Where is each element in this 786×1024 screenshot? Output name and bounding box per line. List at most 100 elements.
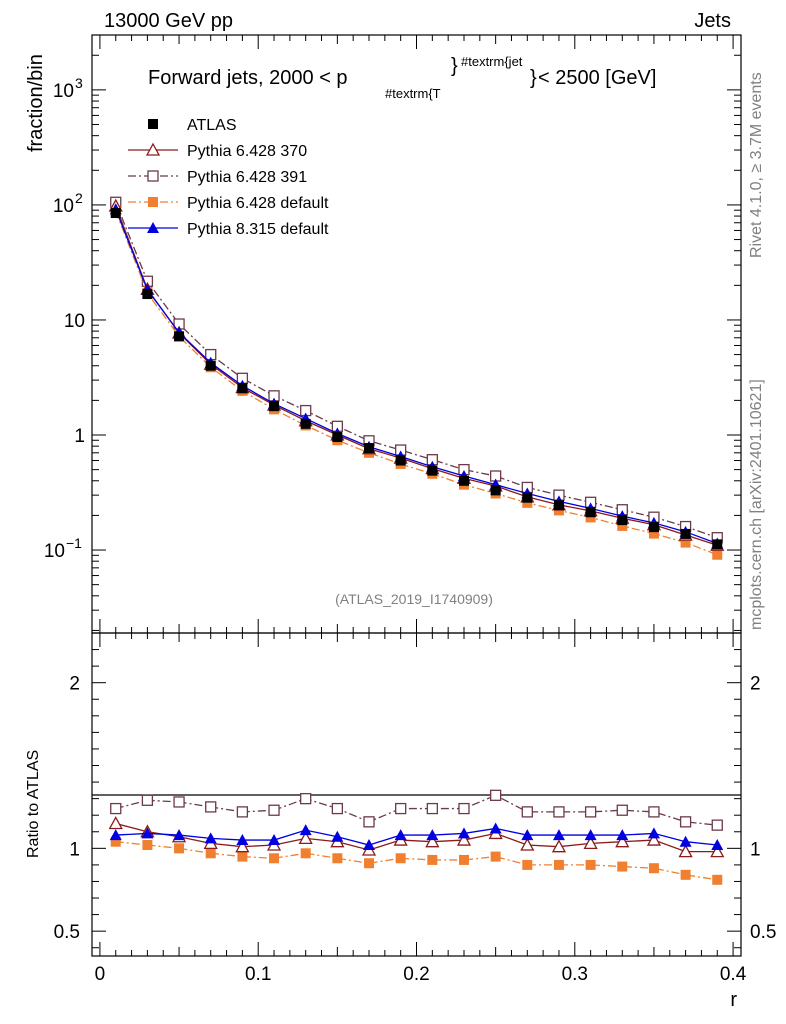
point-atlas — [712, 539, 723, 550]
ratio-point-pythia-6-428-370 — [646, 832, 662, 846]
ratio-point-pythia-8-315-default — [109, 829, 122, 841]
ratio-point-pythia-6-428-370 — [710, 844, 725, 858]
point-atlas — [490, 485, 501, 496]
point-atlas — [174, 331, 185, 342]
ratio-axis-title: Ratio to ATLAS — [25, 750, 42, 858]
legend-label-pythia-6-428-391: Pythia 6.428 391 — [187, 169, 307, 186]
ratio-point-pythia-8-315-default — [331, 830, 344, 842]
ratio-point-pythia-6-428-391 — [648, 806, 660, 818]
ratio-point-pythia-6-428-391 — [268, 804, 280, 816]
ratio-point-pythia-8-315-default — [426, 829, 439, 841]
ratio-point-pythia-8-315-default — [489, 822, 502, 834]
legend-marker-pythia-6-428-370 — [145, 142, 161, 156]
point-atlas — [648, 522, 659, 533]
ratio-point-pythia-6-428-391 — [711, 819, 723, 831]
legend-marker-pythia-6-428-default — [148, 197, 158, 207]
ratio-point-pythia-8-315-default — [679, 835, 692, 847]
ratio-point-pythia-8-315-default — [552, 829, 565, 841]
header-left-label: 13000 GeV pp — [104, 10, 233, 32]
ratio-point-pythia-6-428-default — [110, 836, 121, 847]
y-tick-label: 1 — [74, 426, 85, 447]
x-axis-title: r — [730, 989, 737, 1011]
point-atlas — [395, 455, 406, 466]
ratio-point-pythia-6-428-370 — [235, 839, 250, 853]
point-atlas — [269, 401, 280, 412]
title-sub: #textrm{T — [385, 86, 441, 101]
point-pythia-6-428-default — [617, 520, 628, 531]
ratio-point-pythia-6-428-default — [269, 853, 280, 864]
point-atlas — [585, 507, 596, 518]
title-brace: } — [451, 55, 458, 77]
ratio-tick-label-right: 2 — [750, 674, 761, 695]
point-atlas — [617, 515, 628, 526]
series-line-pythia-6-428-default — [115, 210, 718, 556]
ratio-point-pythia-6-428-391 — [584, 806, 597, 818]
ratio-point-pythia-8-315-default — [394, 829, 407, 841]
point-pythia-6-428-default — [680, 537, 691, 548]
ratio-point-pythia-6-428-391 — [236, 806, 249, 818]
point-atlas — [142, 289, 153, 300]
ratio-point-pythia-8-315-default — [457, 827, 470, 839]
ratio-point-pythia-6-428-391 — [300, 792, 312, 805]
x-tick-label: 0.4 — [720, 964, 747, 985]
ratio-point-pythia-6-428-default — [364, 858, 375, 869]
ratio-point-pythia-6-428-default — [553, 859, 564, 870]
legend-label-pythia-8-315-default: Pythia 8.315 default — [187, 221, 329, 238]
series-line-pythia-8-315-default — [115, 208, 718, 545]
ratio-point-pythia-6-428-default — [712, 874, 723, 885]
ratio-point-pythia-6-428-default — [648, 863, 659, 874]
point-atlas — [300, 418, 311, 429]
legend: ATLAS Pythia 6.428 370 Pythia 6.428 391 Pyt… — [128, 117, 329, 238]
ratio-point-pythia-6-428-default — [205, 848, 216, 859]
title-post: < 2500 [GeV] — [538, 67, 656, 89]
y-axis-title: fraction/bin — [25, 54, 47, 152]
y-tick-exponent: −1 — [66, 535, 82, 551]
ratio-tick-label-left: 1 — [69, 839, 80, 860]
point-atlas — [680, 528, 691, 539]
ratio-point-pythia-6-428-default — [174, 843, 185, 854]
ratio-point-pythia-6-428-default — [142, 840, 153, 851]
ratio-tick-label-left: 2 — [69, 674, 80, 695]
ratio-point-pythia-8-315-default — [711, 839, 724, 851]
header-right-label: Jets — [694, 10, 731, 32]
y-tick-label: 10 — [53, 81, 74, 102]
ratio-point-pythia-8-315-default — [173, 829, 186, 841]
y-tick-label: 10 — [44, 541, 65, 562]
ratio-point-pythia-6-428-default — [617, 861, 628, 872]
ratio-point-pythia-6-428-default — [680, 869, 691, 880]
ratio-point-pythia-8-315-default — [616, 829, 629, 841]
y-tick-label: 10 — [64, 311, 85, 332]
ratio-point-pythia-8-315-default — [141, 827, 154, 839]
ratio-point-pythia-6-428-391 — [426, 802, 438, 815]
ratio-tick-label-right: 0.5 — [750, 922, 776, 943]
y-tick-label: 10 — [53, 196, 74, 217]
point-atlas — [553, 500, 564, 511]
ratio-point-pythia-6-428-default — [300, 848, 311, 859]
ratio-point-pythia-6-428-391 — [173, 796, 185, 808]
ratio-point-pythia-6-428-391 — [141, 794, 154, 806]
ratio-point-pythia-6-428-370 — [615, 834, 630, 848]
ratio-point-pythia-6-428-370 — [520, 837, 535, 851]
ratio-point-pythia-8-315-default — [521, 829, 534, 841]
point-atlas — [110, 208, 121, 219]
ratio-point-pythia-8-315-default — [268, 834, 281, 846]
x-tick-label: 0 — [95, 964, 106, 985]
y-tick-exponent: 3 — [75, 75, 83, 91]
point-pythia-6-428-default — [522, 497, 533, 508]
y-tick-exponent: 2 — [75, 190, 83, 206]
ratio-point-pythia-6-428-391 — [205, 801, 217, 813]
point-atlas — [522, 492, 533, 503]
ratio-point-pythia-6-428-default — [395, 853, 406, 864]
ratio-point-pythia-8-315-default — [236, 834, 249, 846]
ratio-point-pythia-8-315-default — [584, 829, 597, 841]
point-atlas — [458, 475, 469, 486]
ratio-point-pythia-6-428-391 — [679, 816, 692, 828]
ratio-point-pythia-8-315-default — [363, 839, 376, 851]
ratio-point-pythia-6-428-default — [585, 859, 596, 870]
ratio-line-pythia-6-428-default — [115, 841, 718, 881]
ratio-point-pythia-6-428-370 — [456, 832, 472, 846]
legend-marker-pythia-8-315-default — [147, 222, 159, 233]
x-tick-label: 0.2 — [403, 964, 429, 985]
point-atlas — [237, 383, 248, 394]
